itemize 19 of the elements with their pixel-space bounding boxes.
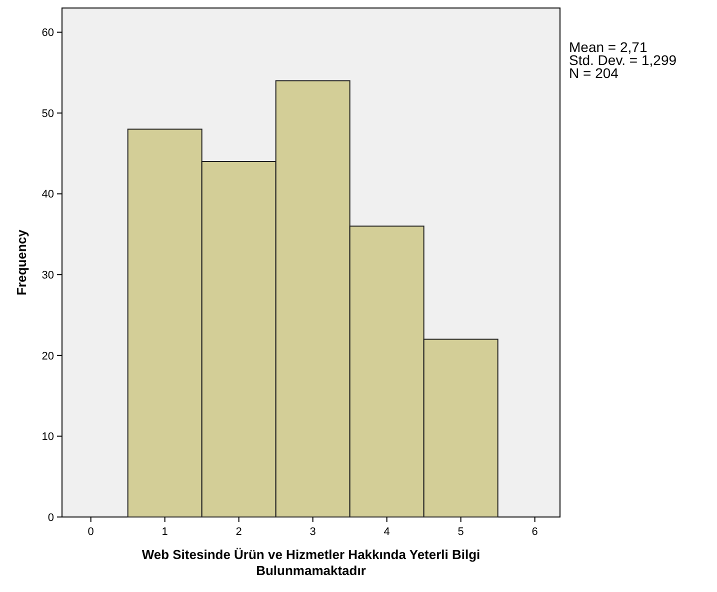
x-tick-label: 5 xyxy=(458,526,464,538)
text: Std. Dev. = 1,299 xyxy=(569,52,677,68)
y-axis-title: Frequency xyxy=(14,228,29,296)
y-tick-label: 60 xyxy=(42,27,54,40)
x-tick-label: 6 xyxy=(532,526,538,538)
x-tick-label: 4 xyxy=(384,526,390,538)
y-tick-label: 10 xyxy=(42,431,54,444)
x-tick-label: 1 xyxy=(162,526,168,538)
y-tick-label: 50 xyxy=(42,108,54,120)
y-tick-label: 0 xyxy=(48,512,54,524)
y-tick-label: 30 xyxy=(42,269,54,282)
x-tick-label: 2 xyxy=(236,526,242,538)
text: N = 204 xyxy=(569,65,619,81)
x-axis-title: Web Sitesinde Ürün ve Hizmetler Hakkında Yeterli Bilgi Bulunmamaktadır xyxy=(142,547,480,578)
x-tick-label: 3 xyxy=(310,526,316,538)
x-tick-label: 0 xyxy=(88,526,94,538)
text: Mean = 2,71 xyxy=(569,39,648,55)
y-tick-label: 20 xyxy=(42,350,54,362)
y-tick-label: 40 xyxy=(42,188,54,201)
